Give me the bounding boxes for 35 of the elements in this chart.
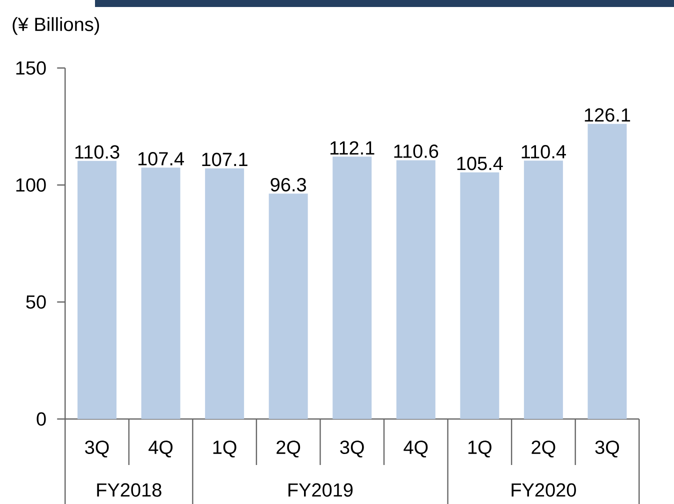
x-tick-label: 2Q (532, 440, 556, 458)
data-label: 96.3 (270, 178, 306, 192)
data-label: 107.1 (202, 152, 248, 166)
x-tick-label: 3Q (340, 440, 364, 458)
text: FY2019 (288, 483, 353, 497)
x-tick-label: 2Q (276, 440, 300, 458)
bar (396, 160, 436, 419)
text: FY2018 (97, 483, 162, 497)
data-label: 110.4 (522, 145, 566, 158)
x-tick-label: 4Q (148, 440, 173, 458)
data-label: 105.4 (457, 156, 503, 170)
x-tick-label: 3Q (85, 440, 109, 458)
data-label: 110.3 (75, 145, 120, 159)
y-tick-label: 50 (26, 295, 46, 309)
x-tick-label: 1Q (213, 440, 236, 458)
y-tick-label: 150 (16, 61, 46, 75)
x-tick-label: 1Q (468, 440, 492, 458)
bar (205, 168, 244, 419)
data-label: 112.1 (330, 141, 374, 154)
y-axis-title: (¥ Billions) (12, 17, 100, 35)
bar (588, 124, 627, 419)
data-label: 107.4 (138, 152, 184, 166)
x-tick-label: 3Q (595, 440, 619, 458)
data-label: 110.6 (394, 144, 438, 158)
text: FY2020 (512, 483, 576, 497)
bar (268, 194, 308, 419)
bar (332, 156, 372, 419)
data-label: 126.1 (584, 108, 630, 122)
x-tick-label: 4Q (404, 440, 428, 458)
bar (460, 172, 500, 419)
y-tick-label: 100 (16, 178, 46, 192)
bar (78, 160, 117, 419)
y-tick-label: 0 (36, 412, 46, 426)
bar (141, 168, 180, 419)
bar (524, 160, 563, 419)
